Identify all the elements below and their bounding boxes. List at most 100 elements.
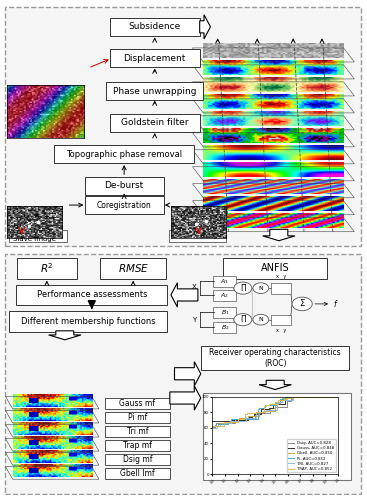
Pi, AUC=0.852 [310,394,315,400]
Polygon shape [259,380,291,390]
FancyBboxPatch shape [100,258,166,278]
Dsig, AUC=0.828 [319,394,323,400]
FancyBboxPatch shape [201,346,349,370]
Polygon shape [171,283,198,307]
Gbell, AUC=0.850 [262,409,267,415]
Gbell, AUC=0.850 [245,413,250,419]
TRI, AUC=0.827 [263,408,267,414]
TRI, AUC=0.827 [262,408,266,414]
Gbell, AUC=0.850 [228,418,232,424]
Gauss, AUC=0.848 [324,394,328,400]
TRAP, AUC=0.852 [254,410,259,416]
Gbell, AUC=0.850 [262,408,267,414]
TRI, AUC=0.827 [264,408,268,414]
TRAP, AUC=0.852 [282,396,287,402]
TRI, AUC=0.827 [275,401,279,407]
FancyBboxPatch shape [54,145,194,163]
Text: Master image: Master image [174,233,222,239]
Pi, AUC=0.852 [328,394,333,400]
TRI, AUC=0.827 [254,411,259,417]
Text: Dsig mf: Dsig mf [123,455,152,464]
Dsig, AUC=0.828 [210,424,215,430]
TRAP, AUC=0.852 [261,406,266,412]
Pi, AUC=0.852 [255,416,260,422]
Gbell, AUC=0.850 [309,394,314,400]
TRI, AUC=0.827 [294,394,298,400]
TRI, AUC=0.827 [330,394,334,400]
Gbell, AUC=0.850 [287,395,292,401]
TRI, AUC=0.827 [222,424,226,430]
Gbell, AUC=0.850 [317,394,321,400]
Circle shape [234,282,252,294]
Dsig, AUC=0.828 [233,420,237,426]
Pi, AUC=0.852 [310,394,315,400]
Dsig, AUC=0.828 [289,398,293,404]
TRAP, AUC=0.852 [276,397,280,403]
Pi, AUC=0.852 [240,416,245,422]
Pi, AUC=0.852 [257,406,261,412]
Gbell, AUC=0.850 [302,394,306,400]
Pi, AUC=0.852 [336,394,340,400]
Circle shape [253,314,269,325]
TRI, AUC=0.827 [291,398,295,404]
TRAP, AUC=0.852 [285,396,289,402]
Text: $R^2$: $R^2$ [40,262,54,275]
TRAP, AUC=0.852 [261,409,266,415]
Polygon shape [174,362,201,386]
FancyBboxPatch shape [16,284,167,305]
TRAP, AUC=0.852 [235,416,240,422]
Gbell, AUC=0.850 [273,399,277,405]
Text: x   y: x y [276,274,286,279]
Dsig, AUC=0.828 [247,416,251,422]
Gauss, AUC=0.848 [258,412,263,418]
Gbell, AUC=0.850 [309,394,314,400]
Dsig, AUC=0.828 [212,424,217,430]
TRAP, AUC=0.852 [276,400,280,406]
Gbell, AUC=0.850 [273,399,277,405]
Dsig, AUC=0.828 [271,405,276,411]
Gbell, AUC=0.850 [278,399,283,405]
Gbell, AUC=0.850 [229,418,233,424]
Text: Trap mf: Trap mf [123,441,152,450]
Gbell, AUC=0.850 [319,394,323,400]
Text: Receiver operating characteristics
(ROC): Receiver operating characteristics (ROC) [210,348,341,368]
Circle shape [292,297,312,310]
Dsig, AUC=0.828 [211,424,215,430]
TRAP, AUC=0.852 [235,418,240,424]
TRI, AUC=0.827 [311,394,315,400]
Pi, AUC=0.852 [283,396,287,402]
TRAP, AUC=0.852 [269,402,274,407]
TRI, AUC=0.827 [266,406,270,412]
Pi, AUC=0.852 [278,396,282,402]
Gbell, AUC=0.850 [218,420,222,426]
Dsig, AUC=0.828 [331,394,335,400]
Dsig, AUC=0.828 [268,406,272,411]
Gbell, AUC=0.850 [278,397,283,403]
TRI, AUC=0.827 [222,420,226,426]
Text: Displacement: Displacement [124,54,186,63]
Gauss, AUC=0.848 [331,394,336,400]
Gbell, AUC=0.850 [218,422,222,428]
Pi, AUC=0.852 [229,416,233,422]
TRI, AUC=0.827 [262,408,266,414]
FancyBboxPatch shape [110,50,200,68]
Text: Pi mf: Pi mf [128,413,147,422]
Text: Gbell lmf: Gbell lmf [120,469,155,478]
Pi, AUC=0.852 [276,400,280,406]
FancyBboxPatch shape [213,322,236,333]
Gbell, AUC=0.850 [233,416,237,422]
Dsig, AUC=0.828 [298,394,302,400]
Gbell, AUC=0.850 [237,415,241,421]
Dsig, AUC=0.828 [285,398,289,404]
TRAP, AUC=0.852 [291,394,295,400]
FancyBboxPatch shape [213,308,236,318]
Dsig, AUC=0.828 [317,394,321,400]
TRI, AUC=0.827 [223,420,227,426]
Circle shape [234,314,252,326]
Gauss, AUC=0.848 [252,412,256,418]
TRAP, AUC=0.852 [270,400,275,406]
Text: Σ: Σ [299,300,305,308]
Gauss, AUC=0.848 [291,394,296,400]
TRI, AUC=0.827 [279,400,284,406]
Gauss, AUC=0.848 [330,394,334,400]
